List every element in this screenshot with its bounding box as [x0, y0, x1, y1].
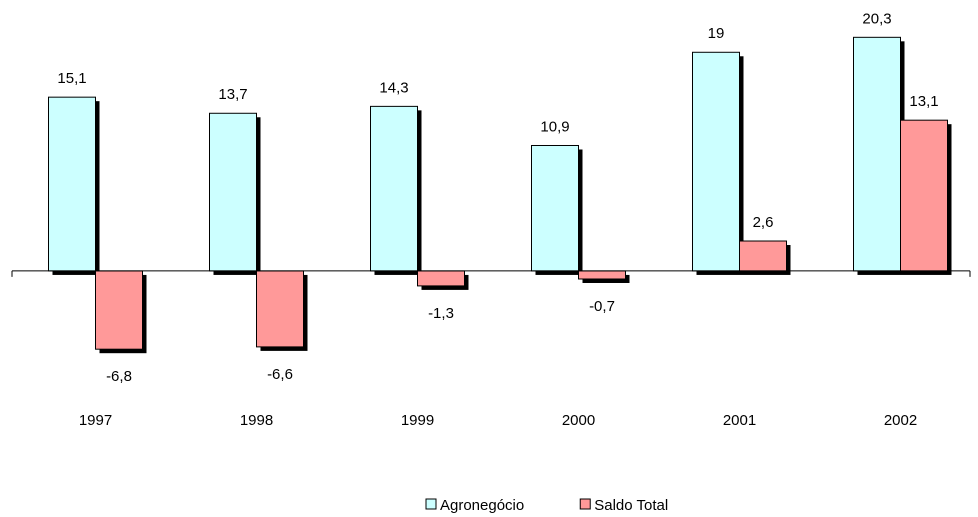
value-label: 14,3 [379, 79, 408, 96]
bar [853, 36, 901, 272]
value-label: -6,6 [267, 366, 293, 383]
x-tick-label: 1999 [401, 412, 434, 429]
bar [692, 51, 740, 272]
legend-swatch [425, 498, 437, 510]
value-label: -1,3 [428, 305, 454, 322]
legend-label: Agronegócio [440, 497, 524, 514]
x-tick-label: 2001 [723, 412, 756, 429]
value-label: 13,7 [218, 86, 247, 103]
bar [95, 270, 143, 350]
value-label: -0,7 [589, 298, 615, 315]
value-label: 10,9 [540, 118, 569, 135]
bar [256, 270, 304, 348]
bar [209, 112, 257, 272]
bar [578, 270, 626, 280]
x-tick-label: 1998 [240, 412, 273, 429]
value-label: 2,6 [753, 214, 774, 231]
legend-swatch [579, 498, 591, 510]
bar [370, 105, 418, 272]
legend-label: Saldo Total [594, 497, 668, 514]
bar [531, 144, 579, 272]
value-label: 13,1 [909, 93, 938, 110]
value-label: 20,3 [862, 10, 891, 27]
bar [900, 119, 948, 272]
bar [48, 96, 96, 272]
value-label: -6,8 [106, 368, 132, 385]
value-label: 15,1 [57, 70, 86, 87]
x-tick-label: 1997 [79, 412, 112, 429]
x-tick-label: 2002 [884, 412, 917, 429]
bar [739, 240, 787, 272]
x-tick-label: 2000 [562, 412, 595, 429]
value-label: 19 [708, 25, 725, 42]
bar [417, 270, 465, 287]
